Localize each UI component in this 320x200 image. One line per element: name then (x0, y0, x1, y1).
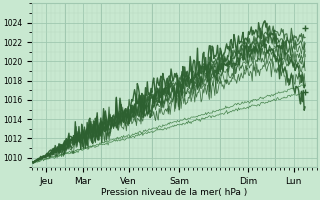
X-axis label: Pression niveau de la mer( hPa ): Pression niveau de la mer( hPa ) (101, 188, 248, 197)
